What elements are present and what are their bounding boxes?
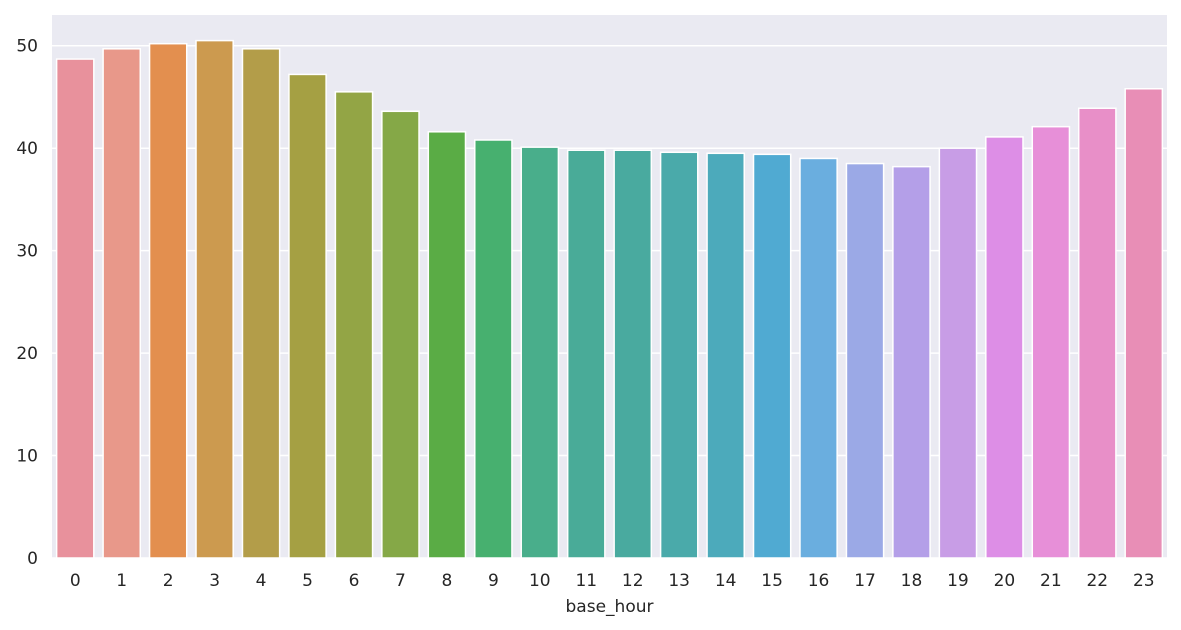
x-tick-label: 17 bbox=[854, 571, 876, 591]
bar-hour-21 bbox=[1031, 125, 1071, 559]
x-tick-label: 15 bbox=[761, 571, 783, 591]
x-tick-label: 2 bbox=[163, 571, 174, 591]
bar-hour-22 bbox=[1077, 107, 1117, 559]
y-axis-ticks: 0 10 20 30 40 50 bbox=[16, 37, 38, 569]
x-tick-label: 7 bbox=[395, 571, 406, 591]
x-tick-label: 5 bbox=[302, 571, 313, 591]
x-tick-label: 16 bbox=[808, 571, 830, 591]
x-axis-label: base_hour bbox=[566, 597, 654, 617]
x-tick-label: 4 bbox=[256, 571, 267, 591]
x-tick-label: 22 bbox=[1086, 571, 1108, 591]
gridlines bbox=[52, 44, 1167, 559]
y-tick-label: 30 bbox=[16, 242, 38, 262]
y-tick-label: 50 bbox=[16, 37, 38, 57]
x-tick-label: 3 bbox=[209, 571, 220, 591]
x-tick-label: 20 bbox=[994, 571, 1016, 591]
bar-hour-8 bbox=[427, 131, 467, 559]
bar-hour-3 bbox=[195, 39, 234, 559]
bar-hour-13 bbox=[659, 151, 699, 559]
bar-hour-18 bbox=[892, 165, 931, 559]
bar-hour-2 bbox=[148, 42, 188, 559]
x-tick-label: 0 bbox=[70, 571, 81, 591]
bar-hour-12 bbox=[613, 149, 653, 559]
bar-hour-1 bbox=[102, 48, 142, 559]
x-tick-label: 19 bbox=[947, 571, 969, 591]
bar-hour-23 bbox=[1124, 88, 1164, 559]
x-tick-label: 23 bbox=[1133, 571, 1155, 591]
y-tick-label: 10 bbox=[16, 447, 38, 467]
bar-hour-4 bbox=[241, 48, 281, 559]
x-tick-label: 14 bbox=[715, 571, 737, 591]
bar-hour-9 bbox=[474, 139, 513, 559]
x-tick-label: 10 bbox=[529, 571, 551, 591]
x-tick-label: 12 bbox=[622, 571, 644, 591]
bar-hour-15 bbox=[752, 153, 792, 559]
plot-background bbox=[52, 15, 1167, 558]
y-tick-label: 40 bbox=[16, 139, 38, 159]
bar-hour-7 bbox=[381, 110, 420, 559]
x-tick-label: 18 bbox=[901, 571, 923, 591]
bar-hour-11 bbox=[566, 149, 606, 559]
x-tick-label: 11 bbox=[575, 571, 597, 591]
x-tick-label: 8 bbox=[441, 571, 452, 591]
x-tick-label: 1 bbox=[116, 571, 127, 591]
bar-hour-6 bbox=[334, 91, 374, 559]
bar-hour-17 bbox=[845, 162, 885, 559]
x-tick-label: 13 bbox=[668, 571, 690, 591]
y-tick-label: 0 bbox=[27, 549, 38, 569]
bar-hour-0 bbox=[55, 58, 95, 559]
x-axis-ticks: 0 1 2 3 4 5 6 7 8 9 10 11 12 13 14 15 16 17 18 19 20 21 22 23 bbox=[70, 571, 1155, 591]
bar-hour-16 bbox=[799, 157, 838, 559]
bar-hour-10 bbox=[520, 146, 560, 559]
bars bbox=[55, 39, 1164, 559]
x-tick-label: 9 bbox=[488, 571, 499, 591]
x-tick-label: 21 bbox=[1040, 571, 1062, 591]
y-tick-label: 20 bbox=[16, 344, 38, 364]
bar-hour-20 bbox=[985, 136, 1024, 559]
bar-hour-5 bbox=[288, 73, 327, 559]
bar-hour-14 bbox=[706, 152, 745, 559]
bar-hour-19 bbox=[938, 147, 978, 559]
x-tick-label: 6 bbox=[349, 571, 360, 591]
